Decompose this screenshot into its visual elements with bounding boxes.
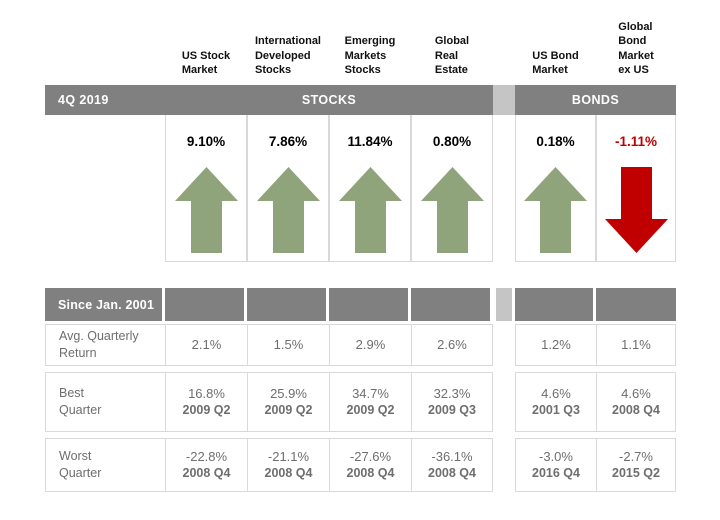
- avg-return-cell: 2.9%: [329, 324, 411, 366]
- worst-quarter-cell: -36.1% 2008 Q4: [411, 438, 493, 492]
- bonds-group-label: BONDS: [515, 85, 676, 115]
- column-header-us-bond-market: US Bond Market: [532, 49, 579, 77]
- group-gap: [493, 372, 515, 432]
- avg-return-cell: 1.1%: [596, 324, 676, 366]
- best-quarter-cell: 32.3% 2009 Q3: [411, 372, 493, 432]
- history-header-label: Since Jan. 2001: [45, 288, 165, 321]
- quarter-return-row: 9.10% 7.86% 11.84% 0.80% 0.18% -1.11: [45, 115, 676, 262]
- up-arrow-icon: [420, 167, 484, 253]
- column-header-global-real-estate: Global Real Estate: [434, 35, 470, 77]
- row-label-avg-quarterly-return: Avg. Quarterly Return: [45, 324, 165, 366]
- quarter-return-cell-us-bond-market: 0.18%: [515, 115, 596, 262]
- history-bar-segment: [247, 288, 329, 321]
- best-quarter-cell: 4.6% 2001 Q3: [515, 372, 596, 432]
- best-quarter-row: Best Quarter 16.8% 2009 Q2 25.9% 2009 Q2 3…: [45, 372, 676, 432]
- column-header-us-stock-market: US Stock Market: [181, 49, 231, 77]
- row-label-worst-quarter: Worst Quarter: [45, 438, 165, 492]
- history-bar-segment: [596, 288, 676, 321]
- group-gap: [493, 324, 515, 366]
- return-value: 0.80%: [432, 133, 472, 149]
- quarter-return-cell-global-real-estate: 0.80%: [411, 115, 493, 262]
- group-gap: [493, 438, 515, 492]
- return-value: 0.18%: [536, 133, 575, 149]
- group-divider: [493, 288, 515, 321]
- period-label: 4Q 2019: [45, 85, 165, 115]
- stocks-group-label: STOCKS: [165, 85, 493, 115]
- group-gap: [493, 115, 515, 262]
- history-bar-segment: [515, 288, 596, 321]
- history-header-bar: Since Jan. 2001: [45, 288, 676, 321]
- return-value-negative: -1.11%: [614, 133, 658, 149]
- up-arrow-icon: [174, 167, 238, 253]
- quarter-return-cell-global-bond-market-ex-us: -1.11%: [596, 115, 676, 262]
- best-quarter-cell: 34.7% 2009 Q2: [329, 372, 411, 432]
- return-value: 9.10%: [186, 133, 226, 149]
- avg-return-cell: 1.2%: [515, 324, 596, 366]
- row-label-spacer: [45, 115, 165, 262]
- column-header-international-developed-stocks: International Developed Stocks: [254, 35, 321, 77]
- worst-quarter-cell: -21.1% 2008 Q4: [247, 438, 329, 492]
- best-quarter-cell: 25.9% 2009 Q2: [247, 372, 329, 432]
- column-headers: US Stock Market International Developed …: [45, 0, 676, 85]
- section-gap: [45, 262, 676, 288]
- column-header-emerging-markets-stocks: Emerging Markets Stocks: [344, 35, 396, 77]
- up-arrow-icon: [338, 167, 402, 253]
- history-bar-segment: [165, 288, 247, 321]
- period-group-bar: 4Q 2019 STOCKS BONDS: [45, 85, 676, 115]
- avg-return-cell: 2.6%: [411, 324, 493, 366]
- row-label-best-quarter: Best Quarter: [45, 372, 165, 432]
- up-arrow-icon: [524, 167, 587, 253]
- best-quarter-cell: 4.6% 2008 Q4: [596, 372, 676, 432]
- quarter-return-cell-international-developed-stocks: 7.86%: [247, 115, 329, 262]
- worst-quarter-cell: -27.6% 2008 Q4: [329, 438, 411, 492]
- avg-quarterly-return-row: Avg. Quarterly Return 2.1% 1.5% 2.9% 2.6…: [45, 324, 676, 366]
- down-arrow-icon: [604, 167, 668, 253]
- up-arrow-icon: [256, 167, 320, 253]
- history-bar-segment: [329, 288, 411, 321]
- worst-quarter-cell: -2.7% 2015 Q2: [596, 438, 676, 492]
- group-divider: [493, 85, 515, 115]
- return-value: 7.86%: [268, 133, 308, 149]
- avg-return-cell: 2.1%: [165, 324, 247, 366]
- column-header-global-bond-market-ex-us: Global Bond Market ex US: [618, 20, 654, 77]
- worst-quarter-cell: -22.8% 2008 Q4: [165, 438, 247, 492]
- worst-quarter-row: Worst Quarter -22.8% 2008 Q4 -21.1% 2008 Q…: [45, 438, 676, 492]
- best-quarter-cell: 16.8% 2009 Q2: [165, 372, 247, 432]
- avg-return-cell: 1.5%: [247, 324, 329, 366]
- quarter-return-cell-us-stock-market: 9.10%: [165, 115, 247, 262]
- worst-quarter-cell: -3.0% 2016 Q4: [515, 438, 596, 492]
- quarter-return-cell-emerging-markets-stocks: 11.84%: [329, 115, 411, 262]
- return-value: 11.84%: [347, 133, 393, 149]
- history-bar-segment: [411, 288, 493, 321]
